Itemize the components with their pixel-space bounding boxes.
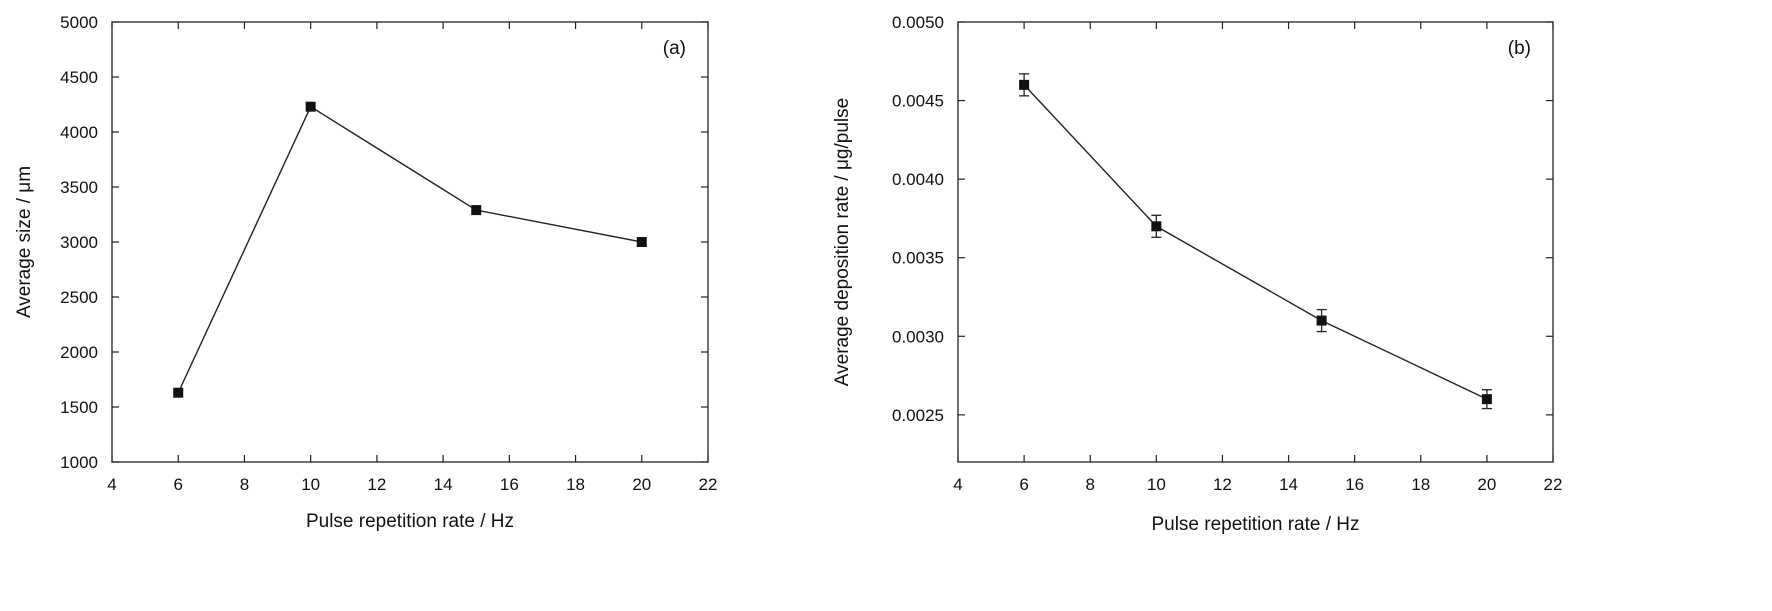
y-tick-label: 3000: [60, 233, 98, 252]
plot-frame: [957, 21, 1554, 463]
x-tick-label: 18: [566, 475, 585, 494]
y-tick-label: 1500: [60, 398, 98, 417]
x-tick-label: 8: [1085, 475, 1094, 494]
y-axis-title: Average size / μm: [14, 166, 35, 318]
x-tick-label: 4: [953, 475, 962, 494]
data-point-marker: [1151, 221, 1162, 232]
y-tick-label: 5000: [60, 13, 98, 32]
data-point-marker: [305, 101, 316, 112]
data-point-marker: [1316, 315, 1327, 326]
y-tick-label: 0.0045: [892, 92, 944, 111]
x-tick-label: 22: [699, 475, 718, 494]
x-tick-label: 10: [1147, 475, 1166, 494]
data-point-marker: [1019, 79, 1030, 90]
x-tick-label: 18: [1411, 475, 1430, 494]
y-tick-label: 4500: [60, 68, 98, 87]
data-point-marker: [471, 205, 482, 216]
x-tick-label: 6: [173, 475, 182, 494]
x-tick-label: 20: [1477, 475, 1496, 494]
x-tick-label: 12: [367, 475, 386, 494]
series-line: [1023, 84, 1488, 400]
y-tick-label: 0.0030: [892, 327, 944, 346]
x-tick-label: 20: [632, 475, 651, 494]
y-tick-label: 1000: [60, 453, 98, 472]
x-tick-label: 6: [1019, 475, 1028, 494]
x-axis-title: Pulse repetition rate / Hz: [1151, 514, 1359, 535]
x-axis-title: Pulse repetition rate / Hz: [306, 511, 514, 532]
series-line: [177, 105, 642, 393]
y-tick-label: 2500: [60, 288, 98, 307]
x-tick-label: 12: [1213, 475, 1232, 494]
data-point-marker: [636, 237, 647, 247]
panel-label: (b): [1508, 38, 1531, 59]
x-tick-label: 8: [240, 475, 249, 494]
y-tick-label: 0.0040: [892, 170, 944, 189]
panel-label: (a): [663, 38, 686, 59]
y-tick-label: 0.0035: [892, 249, 944, 268]
y-tick-label: 4000: [60, 123, 98, 142]
x-tick-label: 14: [1279, 475, 1298, 494]
x-tick-label: 16: [1345, 475, 1364, 494]
chart-a-average-size: 4 6 8 10 12 14 16 18 20 22 1000 1500 2000 2500 3000 350…: [14, 13, 717, 532]
x-tick-label: 4: [107, 475, 116, 494]
y-tick-label: 0.0050: [892, 13, 944, 32]
y-axis-title: Average deposition rate / μg/pulse: [832, 98, 853, 386]
y-tick-label: 0.0025: [892, 406, 944, 425]
x-tick-label: 14: [434, 475, 453, 494]
x-tick-label: 16: [500, 475, 519, 494]
data-point-marker: [1481, 394, 1492, 405]
y-tick-label: 3500: [60, 178, 98, 197]
data-point-marker: [173, 387, 184, 398]
x-tick-label: 10: [301, 475, 320, 494]
x-tick-label: 22: [1544, 475, 1563, 494]
y-tick-label: 2000: [60, 343, 98, 362]
chart-b-deposition-rate: 4 6 8 10 12 14 16 18 20 22 0.0025 0.0030 0.0035 0.004…: [832, 13, 1562, 535]
